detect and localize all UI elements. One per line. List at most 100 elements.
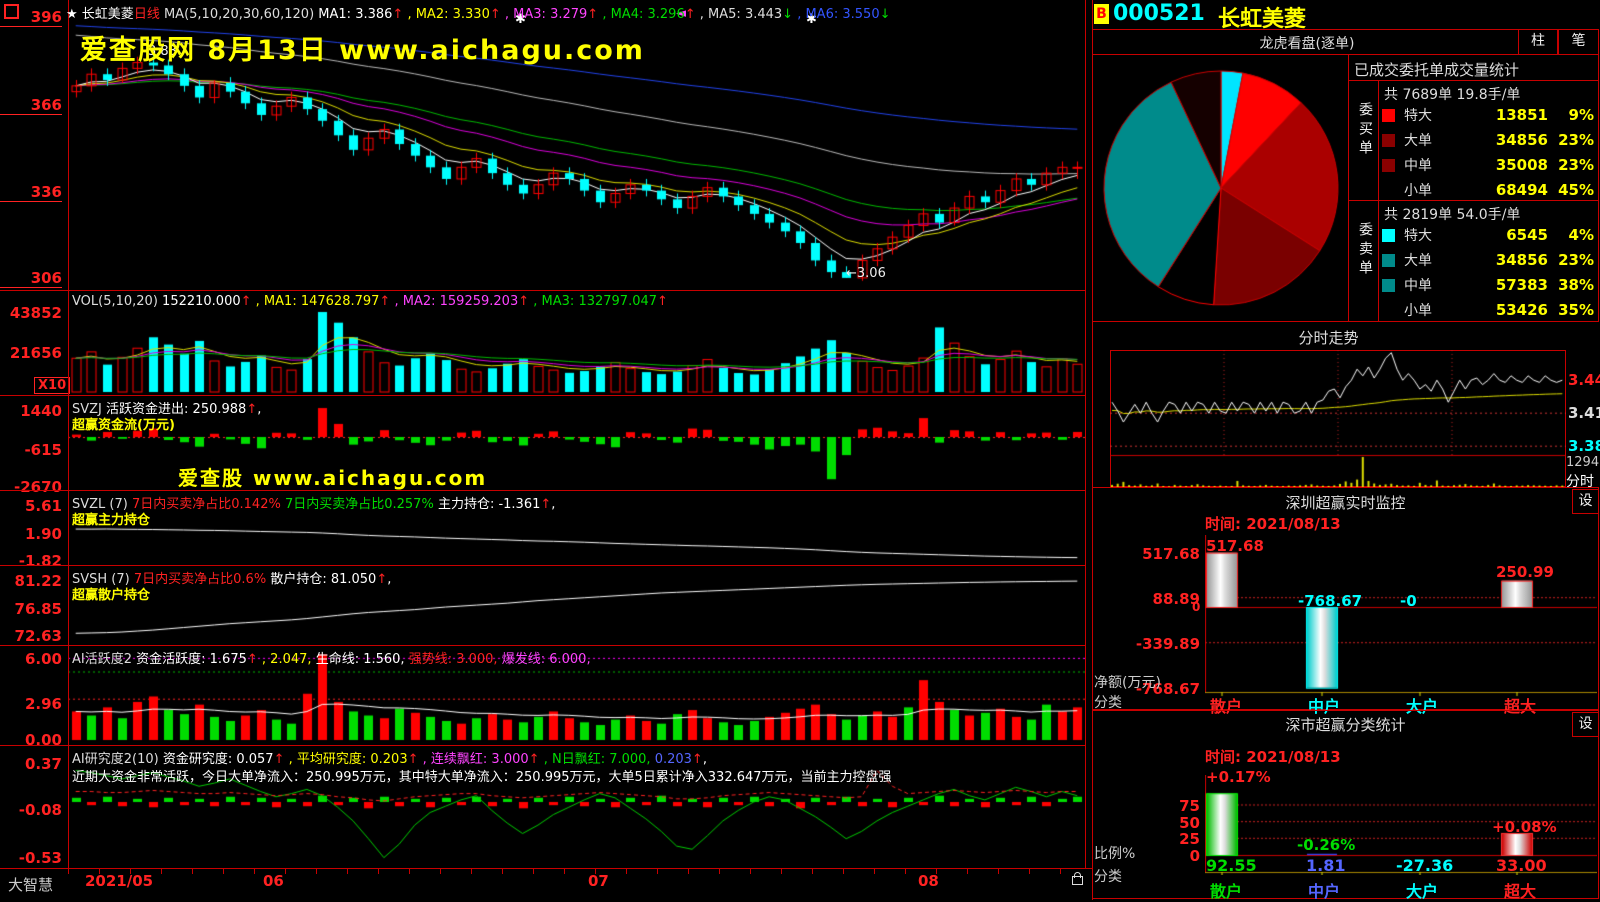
- daily-candlestick-chart[interactable]: [68, 12, 1085, 290]
- vol-axis-top: 43852: [9, 304, 62, 322]
- row-label: 中单: [1404, 158, 1432, 174]
- vol-value: 152210.000: [162, 294, 241, 309]
- ma6-arrow-icon: ↓: [879, 7, 891, 22]
- ma6-label: , MA6:: [797, 7, 839, 22]
- vol-ma2-label: , MA2:: [394, 294, 436, 309]
- buy-xl-swatch: [1382, 108, 1395, 122]
- ai1-title: AI活跃度2: [72, 652, 132, 667]
- intraday-chart[interactable]: [1110, 350, 1566, 487]
- svsh-retail-chart[interactable]: [68, 567, 1085, 644]
- ai-research-chart[interactable]: [68, 747, 1085, 867]
- mon1-axis-3: -339.89: [1135, 635, 1200, 653]
- panel-divider: [0, 490, 1085, 491]
- row-value: 53426: [1495, 301, 1548, 319]
- order-split-pie-chart[interactable]: [1095, 56, 1348, 320]
- monitor2-settings-button[interactable]: 设: [1572, 712, 1599, 737]
- row-value: 57383: [1495, 276, 1548, 294]
- row-value: 34856: [1495, 131, 1548, 149]
- time-axis-line: [0, 868, 1092, 869]
- buy-md-swatch: [1382, 158, 1395, 172]
- date-label-jun: 06: [263, 872, 284, 890]
- mon2-pct-zhonghu: -0.26%: [1297, 836, 1356, 854]
- mon2-value-zhonghu: 1.81: [1306, 856, 1346, 875]
- ai2-red-streak: , 连续飘红: 3.000: [422, 752, 529, 767]
- svzj-money-flow-chart[interactable]: [68, 397, 1085, 489]
- ai1-axis-mid: 2.96: [24, 695, 62, 713]
- intraday-prev-label: 3.410: [1568, 404, 1600, 422]
- monitor2-bar-chart[interactable]: [1205, 775, 1597, 875]
- mon2-cat-chaoda: 超大: [1504, 882, 1537, 901]
- mon1-cat-dahu: 大户: [1406, 697, 1439, 716]
- row-pct: 38%: [1558, 276, 1594, 294]
- high-price-note: 3.83: [148, 44, 177, 59]
- ai2-arrow5-icon: ↑: [691, 752, 703, 767]
- monitor1-settings-button[interactable]: 设: [1572, 489, 1599, 514]
- ai1-burst-line: 爆发线: 6.000,: [501, 652, 591, 667]
- mon2-axis-25: 25: [1179, 830, 1200, 848]
- mon2-unit-label: 比例%: [1094, 846, 1136, 862]
- vol-title: VOL(5,10,20): [72, 294, 158, 309]
- watermark-mid: 爱查股 www.aichagu.com: [178, 466, 488, 490]
- mon2-axis-50: 50: [1179, 814, 1200, 832]
- price-axis-366: 366: [0, 96, 62, 115]
- ai-activity-chart[interactable]: [68, 647, 1085, 744]
- ai2-nday-red: , N日飘红: 7.000,: [543, 752, 651, 767]
- table-row: 大单 34856 23%: [1382, 248, 1594, 272]
- date-label-jul: 07: [588, 872, 609, 890]
- stock-code[interactable]: 000521: [1113, 1, 1205, 26]
- svzl-header: SVZL (7) 7日内买卖净占比0.142% 7日内买卖净占比0.257% 主…: [72, 493, 555, 512]
- vol-unit-badge: X10: [34, 377, 71, 394]
- svsh-title: SVSH (7): [72, 572, 130, 587]
- row-value: 6545: [1506, 226, 1548, 244]
- ma2-arrow-icon: ↑: [489, 7, 501, 22]
- row-pct: 35%: [1558, 301, 1594, 319]
- stats-divider: [1348, 54, 1349, 322]
- vol-ma3-value: 132797.047: [578, 294, 658, 309]
- monitor1-bar-chart[interactable]: [1205, 535, 1597, 697]
- intraday-title: 分时走势: [1298, 329, 1359, 347]
- vol-ma2-value: 159259.203: [439, 294, 519, 309]
- stock-flag-badge: B: [1094, 4, 1109, 24]
- row-label: 中单: [1404, 278, 1432, 294]
- volume-chart[interactable]: [68, 292, 1085, 395]
- row-value: 34856: [1495, 251, 1548, 269]
- stock-name-right[interactable]: 长虹美菱: [1218, 7, 1307, 32]
- sell-md-swatch: [1382, 278, 1395, 292]
- mon1-class-label: 分类: [1094, 695, 1122, 711]
- ai2-avg-research: , 平均研究度: 0.203: [288, 752, 408, 767]
- svzl-axis-mid: 1.90: [24, 525, 62, 543]
- sell-side-label: 委卖单: [1357, 222, 1373, 279]
- svzl-main-force-chart[interactable]: [68, 492, 1085, 564]
- lock-icon[interactable]: [1072, 872, 1083, 885]
- ai2-axis-mid: -0.08: [18, 801, 62, 819]
- row-pct: 45%: [1558, 181, 1594, 199]
- time-axis-ticks: [68, 869, 1085, 874]
- ma4-value: 3.296: [647, 7, 685, 22]
- ai2-nday-value: 0.203: [654, 752, 692, 767]
- svzj-comma: ,: [257, 402, 262, 417]
- monitor2-time: 时间: 2021/08/13: [1205, 748, 1341, 766]
- row-value: 13851: [1495, 106, 1548, 124]
- mon1-value-dahu: -0: [1400, 592, 1417, 610]
- longhu-title: 龙虎看盘(逐单): [1259, 36, 1355, 52]
- marker-icon: ✱: [515, 12, 526, 27]
- ma2-label: , MA2:: [407, 7, 449, 22]
- row-label: 特大: [1404, 108, 1432, 124]
- svzl-sell-ratio: 7日内买卖净占比0.257%: [284, 497, 434, 512]
- window-icon[interactable]: [4, 4, 19, 19]
- price-axis-306: 306: [0, 269, 62, 288]
- tab-tick-view[interactable]: 笔: [1558, 29, 1599, 55]
- star-icon: ★: [66, 7, 78, 22]
- row-value: 35008: [1495, 156, 1548, 174]
- mon2-value-dahu: -27.36: [1396, 856, 1454, 875]
- buy-lg-swatch: [1382, 133, 1395, 147]
- ai2-axis-top: 0.37: [24, 755, 62, 773]
- mon1-cat-sanhu: 散户: [1210, 697, 1243, 716]
- low-price-note: ←3.06: [846, 266, 886, 281]
- period-label[interactable]: 日线: [133, 7, 160, 22]
- tab-column-view[interactable]: 柱: [1518, 29, 1558, 55]
- mon1-axis-4: -768.67: [1135, 680, 1200, 698]
- monitor1-title: 深圳超赢实时监控: [1285, 494, 1406, 512]
- vol-header: VOL(5,10,20) 152210.000↑ , MA1: 147628.7…: [72, 294, 668, 309]
